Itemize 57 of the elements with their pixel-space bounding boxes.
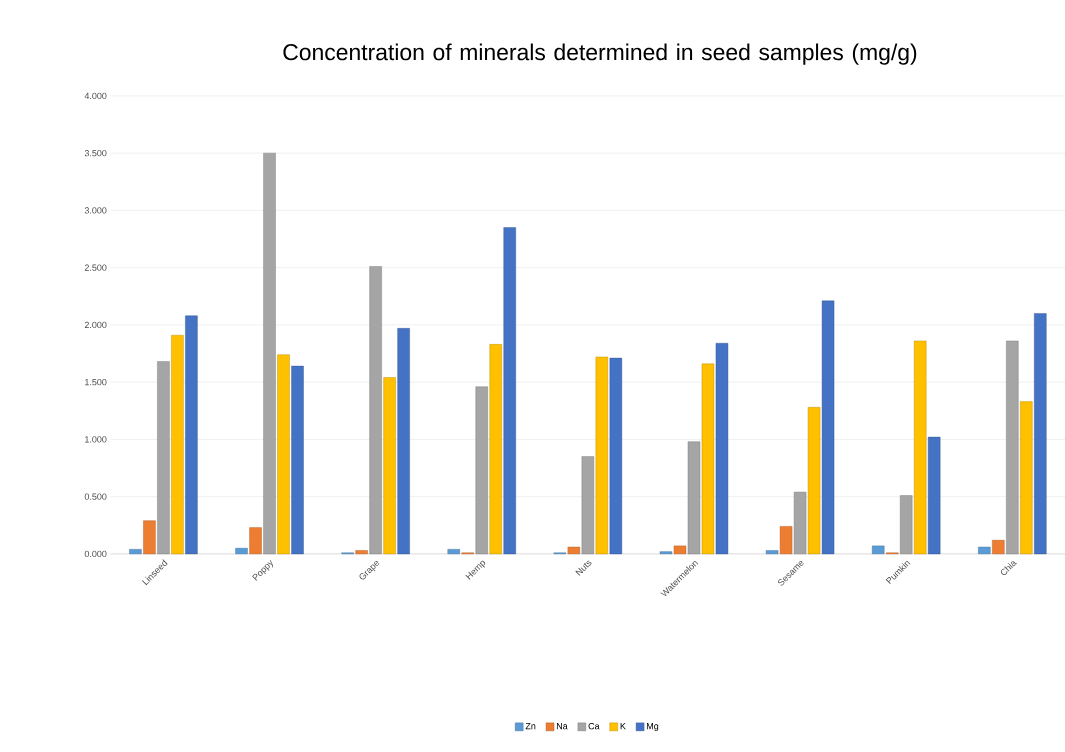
bar — [913, 340, 927, 555]
x-tick-label: Chia — [1000, 561, 1017, 576]
bar — [978, 546, 991, 555]
bar — [687, 441, 701, 555]
legend-label: Mg — [647, 723, 659, 732]
legend-label: Na — [556, 723, 568, 730]
bar — [171, 335, 184, 555]
bar — [1006, 340, 1019, 555]
y-tick-label: 2.500 — [84, 264, 107, 271]
bar — [872, 545, 885, 555]
bar — [779, 526, 793, 555]
bar — [369, 266, 382, 555]
bar — [992, 539, 1005, 555]
y-tick-label: 3.500 — [84, 149, 107, 157]
bar — [489, 344, 502, 555]
bar — [291, 365, 304, 555]
y-tick-label: 0.500 — [84, 493, 107, 500]
bar — [673, 545, 687, 555]
bar — [807, 407, 821, 555]
bar — [821, 300, 835, 555]
bar — [659, 551, 673, 555]
y-tick-label: 3.000 — [84, 207, 107, 214]
bar — [899, 495, 913, 555]
bar — [765, 550, 779, 555]
bar — [503, 227, 516, 555]
legend-label: Ca — [588, 722, 600, 730]
bar — [447, 549, 460, 555]
bar — [263, 152, 276, 555]
bar — [927, 436, 941, 555]
bar — [609, 357, 623, 555]
y-tick-label: 4.000 — [84, 92, 107, 100]
legend-label: K — [620, 723, 626, 730]
bar — [277, 354, 290, 555]
bar — [1020, 401, 1033, 555]
bar — [383, 377, 396, 555]
bar — [1034, 313, 1047, 555]
bar — [129, 549, 142, 555]
y-tick-label: 1.000 — [85, 436, 107, 443]
bar — [235, 547, 248, 555]
bar — [249, 527, 262, 555]
bar — [143, 520, 156, 555]
y-tick-label: 2.000 — [84, 321, 107, 329]
bar — [567, 546, 581, 555]
bar — [475, 386, 488, 555]
bar — [397, 328, 410, 555]
bar — [595, 356, 609, 555]
legend-label: Zn — [525, 723, 536, 730]
y-tick-label: 0.000 — [84, 550, 107, 558]
bar — [157, 361, 170, 555]
y-tick-label: 1.500 — [85, 378, 107, 386]
bar — [355, 550, 368, 555]
bar — [581, 456, 595, 555]
chart-title: Concentration of minerals determined in seed samples (mg/g) — [283, 43, 917, 65]
bar — [701, 363, 715, 555]
bar — [715, 343, 729, 555]
bar — [793, 491, 807, 555]
bar — [185, 315, 198, 555]
